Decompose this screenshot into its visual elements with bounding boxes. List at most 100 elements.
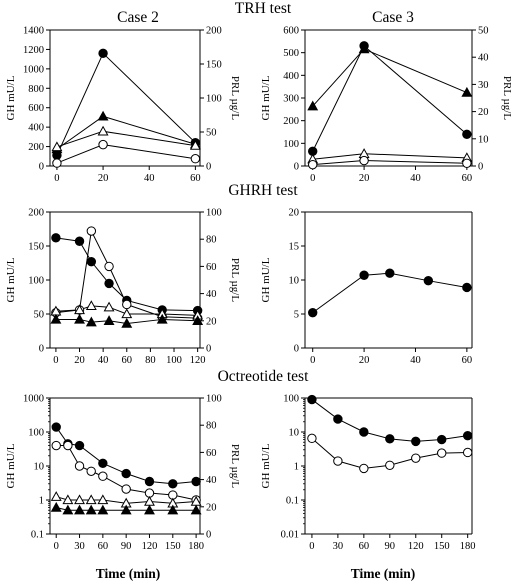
oct_case2-x-tick-label: 30 (74, 541, 85, 552)
oct_case3-series-0-point (411, 436, 421, 447)
oct_case2-y2-tick-label: 100 (206, 394, 222, 405)
oct_case3-series-1-point (333, 456, 343, 466)
ghrh_case3-series-0-point (308, 307, 318, 318)
trh_case2-series-3-line (56, 130, 196, 148)
oct_case2-series-0-point (144, 476, 155, 487)
trh_case3-y-axis-label: GH mU/L (260, 75, 272, 120)
ghrh_case2-y-axis-label: GH mU/L (5, 257, 17, 302)
oct_case2-series-3-point (62, 504, 74, 515)
trh_case3-series-1-point (358, 43, 370, 54)
trh_case2-y-tick-label: 1200 (23, 45, 44, 56)
oct_case2-series-0-point (191, 476, 201, 487)
trh_case2-series-3-point (189, 139, 201, 150)
ghrh_case2-series-2-point (85, 300, 97, 311)
oct_case2-x-tick-label: 120 (142, 541, 158, 552)
ghrh_case2-series-3-point (156, 313, 168, 324)
trh_case3-y2-tick-label: 10 (478, 134, 489, 145)
ghrh_case2-y-tick-label: 100 (28, 276, 44, 287)
trh_case3-series-1-point (461, 86, 473, 97)
ghrh_case3-y-tick-label: 5 (294, 310, 299, 321)
oct_case2-series-2-point (74, 494, 85, 505)
oct_case3-x-tick-label: 120 (408, 541, 424, 552)
oct_case3-series-0-point (462, 430, 473, 441)
oct_case3-x-tick-label: 180 (460, 541, 476, 552)
trh_case2-y-tick-label: 1400 (23, 26, 44, 37)
ghrh_case3-series-0-point (423, 275, 434, 286)
oct_case2-series-3-point (190, 504, 202, 515)
oct_case3-series-1-point (411, 453, 421, 463)
trh_case2-x-tick-label: 0 (54, 173, 59, 184)
ghrh_case2-series-0-point (51, 233, 61, 243)
header-octreotide-test: Octreotide test (218, 368, 310, 385)
trh_case2-series-2-line (56, 115, 196, 150)
oct_case2-series-2-point (50, 491, 62, 501)
trh_case2-y-tick-label: 600 (28, 103, 44, 114)
ghrh_case2-series-0-point (74, 236, 85, 246)
oct_case2-y-tick-label: 0.1 (31, 530, 44, 541)
oct_case2-series-0-point (74, 440, 85, 451)
oct_case2-series-3-point (144, 504, 155, 515)
oct_case2-x-tick-label: 180 (188, 541, 204, 552)
trh_case3-series-1-line (312, 48, 468, 107)
oct_case2-series-1-point (86, 466, 96, 476)
trh_case2-x-tick-label: 40 (144, 173, 155, 184)
oct_case2-x-tick-label: 90 (121, 541, 132, 552)
ghrh_case2-series-0-point (104, 278, 114, 289)
oct_case2-y2-tick-label: 0 (206, 530, 211, 541)
trh_case3-x-tick-label: 40 (410, 173, 421, 184)
ghrh_case2-x-tick-label: 120 (190, 355, 206, 366)
ghrh_case2-y-tick-label: 200 (28, 208, 44, 219)
ghrh_case2-y-tick-label: 50 (34, 310, 45, 321)
oct_case2-series-1-point (74, 461, 85, 471)
ghrh_case2-series-2-point (121, 308, 133, 319)
oct_case2-y-tick-label: 100 (28, 428, 44, 439)
ghrh_case3-series-0-point (385, 268, 395, 278)
ghrh_case2-series-3-point (103, 315, 115, 325)
oct_case2-series-3-point (74, 504, 85, 515)
ghrh_case3-x-tick-label: 40 (410, 355, 421, 366)
oct_case2-series-0-point (168, 479, 178, 489)
trh_case3-series-3-point (308, 159, 318, 170)
oct_case3-series-0-point (333, 414, 343, 424)
oct_case3-y-tick-label: 0.01 (281, 530, 299, 541)
trh_case3-y-tick-label: 500 (283, 48, 299, 59)
header-case-3: Case 3 (372, 9, 414, 26)
trh_case2-series-3-point (51, 141, 63, 152)
oct_case3-series-0-point (385, 434, 395, 444)
ghrh_case3-y-tick-label: 10 (289, 276, 300, 287)
ghrh_case2-series-3-point (121, 317, 133, 328)
oct_case2-series-3-point (97, 504, 109, 515)
trh_case2-y2-tick-label: 100 (206, 94, 222, 105)
ghrh_case2-y2-tick-label: 100 (206, 208, 222, 219)
trh_case2-y-tick-label: 800 (28, 84, 44, 95)
oct_case2-series-2-point (62, 494, 74, 505)
oct_case2-y-tick-label: 10 (34, 462, 45, 473)
ghrh_case2-series-3-point (74, 313, 85, 324)
ghrh_case2-y-tick-label: 150 (28, 242, 44, 253)
trh_case2-y2-tick-label: 50 (206, 128, 217, 139)
trh_case2-y-tick-label: 200 (28, 142, 44, 153)
ghrh_case2-series-2-point (103, 301, 115, 312)
oct_case2-y2-tick-label: 40 (206, 475, 217, 486)
trh_case2-series-2-point (97, 110, 109, 121)
trh_case3-y2-tick-label: 50 (478, 26, 489, 37)
ghrh_case3-x-tick-label: 0 (310, 355, 315, 366)
oct_case2-series-1-point (51, 440, 61, 451)
ghrh_case3-series-0-point (462, 282, 472, 293)
oct_case3-series-1-point (359, 463, 369, 474)
trh_case3-y-tick-label: 200 (283, 116, 299, 127)
ghrh_case3-x-tick-label: 20 (359, 355, 370, 366)
oct_case2-series-1-point (98, 471, 108, 481)
trh_case2-y-tick-label: 0 (39, 162, 44, 173)
trh_case3-series-2-line (312, 153, 467, 160)
trh_case2-series-1-point (52, 158, 62, 168)
ghrh_case3-y-tick-label: 15 (289, 242, 300, 253)
oct_case3-x-tick-label: 90 (385, 541, 396, 552)
oct_case3-series-0-point (307, 394, 317, 405)
trh_case3-series-3-point (462, 158, 472, 168)
oct_case2-y2-tick-label: 60 (206, 448, 217, 459)
ghrh_case3-y-tick-label: 20 (289, 208, 300, 219)
trh_case3-series-0-point (462, 129, 472, 139)
ghrh_case2-y-tick-label: 0 (39, 344, 44, 355)
oct_case2-series-3-point (85, 504, 97, 515)
